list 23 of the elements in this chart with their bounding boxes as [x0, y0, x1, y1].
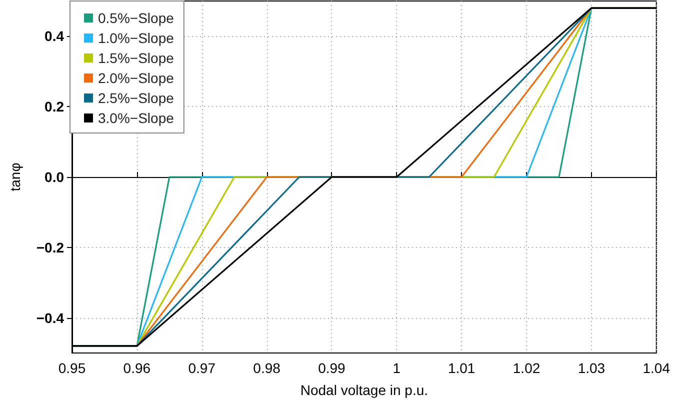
x-tick-label: 1 [392, 360, 401, 376]
x-axis-title: Nodal voltage in p.u. [300, 382, 428, 398]
y-tick-label: 0.4 [44, 28, 64, 44]
x-tick-label: 1.01 [448, 360, 476, 376]
x-tick-label: 0.97 [188, 360, 216, 376]
legend-label: 1.0%−Slope [98, 30, 174, 46]
y-axis-title: tanφ [7, 162, 23, 192]
legend-label: 2.5%−Slope [98, 90, 174, 106]
x-tick-label: 1.03 [578, 360, 606, 376]
y-tick-label: 0.2 [44, 98, 64, 115]
x-tick-label: 0.95 [58, 360, 86, 376]
legend-label: 1.5%−Slope [98, 50, 174, 66]
x-tick-label: 1.02 [512, 360, 540, 376]
y-tick-label: 0.0 [44, 169, 64, 185]
legend-label: 3.0%−Slope [98, 110, 174, 126]
y-tick-label: −0.4 [36, 310, 64, 326]
x-tick-label: 0.96 [123, 360, 151, 376]
legend-label: 0.5%−Slope [98, 10, 174, 26]
legend-label: 2.0%−Slope [98, 70, 174, 86]
y-tick-label: −0.2 [36, 239, 64, 256]
x-tick-label: 0.99 [318, 360, 346, 376]
x-tick-label: 0.98 [253, 360, 281, 376]
x-tick-label: 1.04 [642, 360, 670, 376]
